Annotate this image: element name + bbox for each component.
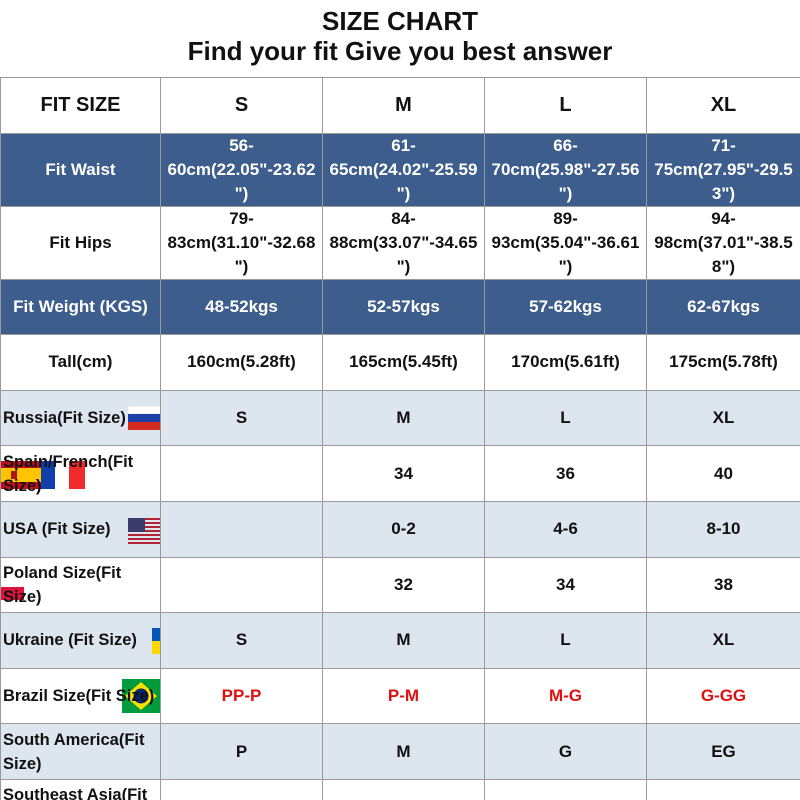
size-value: 175cm(5.78ft)	[646, 334, 800, 391]
table-row: Poland Size(Fit Size) 32 34 38	[0, 556, 800, 614]
size-value: 71-75cm(27.95"-29.53")	[646, 132, 800, 207]
row-label-text: Spain/French(Fit Size)	[3, 452, 134, 495]
size-value: 4-6	[484, 500, 647, 558]
empty-cell	[160, 500, 323, 558]
table-row: Spain/French(Fit Size) 34 36 40	[0, 445, 800, 502]
flag-icon	[1, 460, 85, 489]
size-value: 170cm(5.61ft)	[484, 334, 647, 391]
row-label-text: Southeast Asia(Fit Size)	[3, 786, 148, 800]
row-label-text: Russia(Fit Size)	[3, 409, 126, 428]
size-value: 40	[646, 445, 800, 502]
size-value: L	[322, 778, 485, 800]
column-header: M	[322, 77, 485, 134]
size-value: 52-57kgs	[322, 278, 485, 336]
size-value: M	[322, 723, 485, 780]
size-table: FIT SIZE S M L XL Fit Waist 56-60cm(22.05"-23…	[0, 77, 800, 800]
table-row: Southeast Asia(Fit Size) MLXLXXL	[0, 778, 800, 800]
row-label: Tall(cm)	[0, 334, 161, 391]
column-header: S	[160, 77, 323, 134]
size-value: M	[322, 389, 485, 447]
empty-cell	[160, 556, 323, 614]
row-label: Southeast Asia(Fit Size)	[0, 778, 161, 800]
size-value: 57-62kgs	[484, 278, 647, 336]
size-value: EG	[646, 723, 800, 780]
size-value: L	[484, 389, 647, 447]
flag-icon	[128, 405, 160, 430]
row-label-text: USA (Fit Size)	[3, 520, 111, 539]
size-value: XL	[646, 612, 800, 669]
title: SIZE CHART	[322, 6, 478, 36]
row-label: Fit Waist	[0, 132, 161, 207]
header: SIZE CHART Find your fit Give you best a…	[0, 0, 800, 77]
row-label: Fit Hips	[0, 205, 161, 280]
size-value: 165cm(5.45ft)	[322, 334, 485, 391]
size-value: 38	[646, 556, 800, 614]
flag-icon	[128, 517, 160, 544]
size-value: XL	[484, 778, 647, 800]
table-row: Brazil Size(Fit Size) PP-P P-M M-G G-GG	[0, 667, 800, 725]
size-value: 48-52kgs	[160, 278, 323, 336]
flag-icon	[1, 574, 24, 601]
table-row: Tall(cm) 160cm(5.28ft) 165cm(5.45ft) 170cm(…	[0, 334, 800, 391]
row-label-text: Poland Size(Fit Size)	[3, 563, 122, 606]
table-row: Russia(Fit Size) S M L XL	[0, 389, 800, 447]
row-label-text: Brazil Size(Fit Size)	[3, 687, 155, 706]
row-label: Poland Size(Fit Size)	[0, 556, 161, 614]
size-value: G-GG	[646, 667, 800, 725]
size-value: 66-70cm(25.98"-27.56")	[484, 132, 647, 207]
table-row: Fit Hips 79-83cm(31.10"-32.68") 84-88cm(33…	[0, 205, 800, 280]
table-row: USA (Fit Size) 0-2 4-6 8-10	[0, 500, 800, 558]
size-value: L	[484, 612, 647, 669]
size-value: 32	[322, 556, 485, 614]
row-label: Ukraine (Fit Size)	[0, 612, 161, 669]
size-value: P-M	[322, 667, 485, 725]
row-label-text: Ukraine (Fit Size)	[3, 631, 137, 650]
size-value: 89-93cm(35.04"-36.61")	[484, 205, 647, 280]
subtitle: Find your fit Give you best answer	[187, 36, 613, 66]
size-value: PP-P	[160, 667, 323, 725]
row-label: Fit Weight (KGS)	[0, 278, 161, 336]
column-header: FIT SIZE	[0, 77, 161, 134]
table-row: Fit Weight (KGS) 48-52kgs 52-57kgs 57-62kgs…	[0, 278, 800, 336]
size-value: 36	[484, 445, 647, 502]
size-value: M	[160, 778, 323, 800]
size-value: 56-60cm(22.05"-23.62")	[160, 132, 323, 207]
size-value: M	[322, 612, 485, 669]
size-value: G	[484, 723, 647, 780]
table-row: Fit Waist 56-60cm(22.05"-23.62") 61-65cm(2…	[0, 132, 800, 207]
size-value: 160cm(5.28ft)	[160, 334, 323, 391]
size-value: XXL	[646, 778, 800, 800]
row-label: USA (Fit Size)	[0, 500, 161, 558]
flag-icon	[152, 628, 160, 655]
row-label: Spain/French(Fit Size)	[0, 445, 161, 502]
size-value: 62-67kgs	[646, 278, 800, 336]
empty-cell	[160, 445, 323, 502]
column-header: L	[484, 77, 647, 134]
row-label-text: South America(Fit Size)	[3, 730, 145, 773]
size-value: 34	[322, 445, 485, 502]
size-value: 8-10	[646, 500, 800, 558]
size-value: M-G	[484, 667, 647, 725]
size-value: 0-2	[322, 500, 485, 558]
size-value: 79-83cm(31.10"-32.68")	[160, 205, 323, 280]
size-value: S	[160, 612, 323, 669]
column-header: XL	[646, 77, 800, 134]
row-label: Brazil Size(Fit Size)	[0, 667, 161, 725]
size-value: XL	[646, 389, 800, 447]
table-row: South America(Fit Size) P M G EG	[0, 723, 800, 780]
row-label: Russia(Fit Size)	[0, 389, 161, 447]
size-value: 84-88cm(33.07"-34.65")	[322, 205, 485, 280]
size-value: 94-98cm(37.01"-38.58")	[646, 205, 800, 280]
table-row: Ukraine (Fit Size) S M L XL	[0, 612, 800, 669]
size-value: 61-65cm(24.02"-25.59")	[322, 132, 485, 207]
header-row: FIT SIZE S M L XL	[0, 77, 800, 134]
flag-icon	[122, 678, 160, 713]
size-value: 34	[484, 556, 647, 614]
size-value: S	[160, 389, 323, 447]
row-label: South America(Fit Size)	[0, 723, 161, 780]
size-value: P	[160, 723, 323, 780]
